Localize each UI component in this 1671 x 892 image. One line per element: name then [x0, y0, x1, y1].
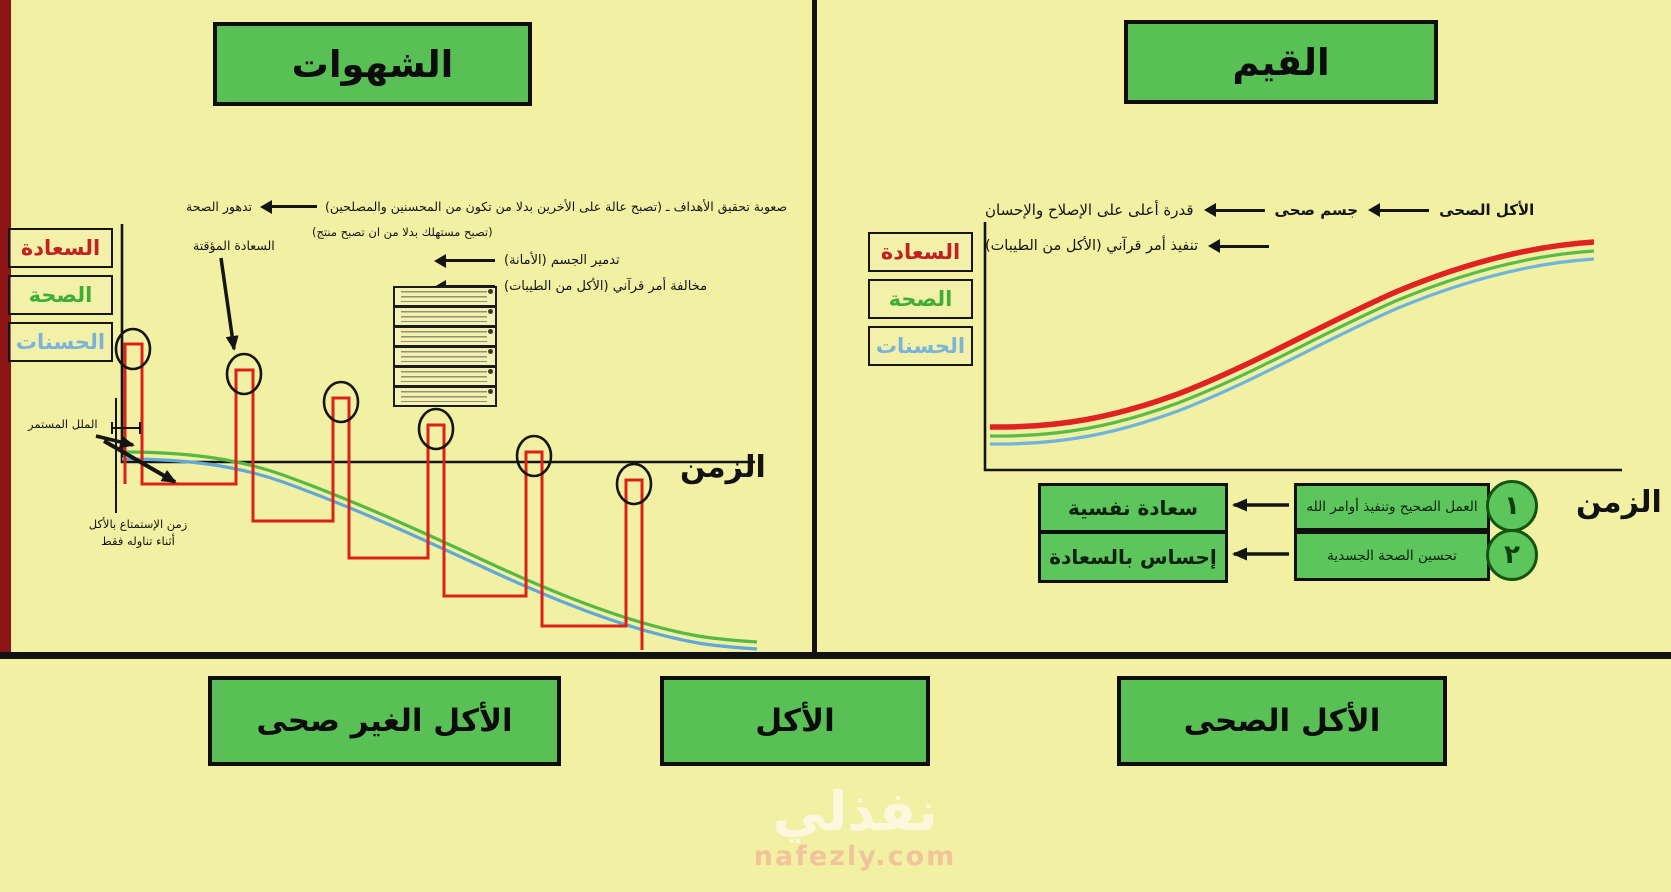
legend-happiness: السعادة	[868, 232, 973, 272]
flow-cause-1-label: العمل الصحيح وتنفيذ أوامر الله	[1306, 499, 1478, 515]
continuous-boredom-label: الملل المستمر	[28, 417, 98, 431]
boredom-arrow-2	[102, 439, 177, 484]
left-arrow-icon	[1208, 239, 1270, 253]
right-happiness-curve	[989, 239, 1595, 430]
left-happiness-spikes	[123, 342, 644, 650]
watermark-brand: نفذلي	[772, 780, 938, 843]
healthy-eating-box: الأكل الصحى	[1117, 676, 1447, 766]
left-arrow-icon	[1368, 203, 1430, 217]
chain-mid-label: جسم صحى	[1274, 201, 1359, 219]
right-axes	[983, 222, 1622, 472]
watermark: نفذلي nafezly.com	[700, 780, 1010, 873]
left-time-axis-label: الزمن	[680, 450, 766, 485]
flow-number-2-label: ٢	[1504, 540, 1520, 570]
enjoyment-time-label: زمن الإستمتاع بالأكل أثناء تناوله فقط	[68, 516, 208, 549]
quran-follow-label: تنفيذ أمر قرآني (الأكل من الطيبات)	[985, 238, 1199, 254]
flow-number-1: ١	[1486, 480, 1538, 532]
quran-verse-box	[393, 286, 497, 307]
legend-health-label: الصحة	[28, 283, 93, 307]
body-destruction-label: تدمير الجسم (الأمانة)	[504, 253, 620, 268]
left-panel-title: الشهوات	[213, 22, 532, 106]
flow-effect-2: إحساس بالسعادة	[1038, 531, 1228, 583]
eating-box: الأكل	[660, 676, 930, 766]
left-arrow-icon	[1203, 203, 1265, 217]
flow-arrows	[1232, 498, 1289, 561]
quran-verse-box	[393, 326, 497, 347]
legend-happiness-label: السعادة	[880, 240, 961, 264]
left-arrow-icon	[260, 199, 317, 214]
healthy-chain-row: قدرة أعلى على الإصلاح والإحسان جسم صحى ا…	[985, 201, 1534, 219]
right-health-curve	[989, 249, 1595, 438]
flow-effect-2-label: إحساس بالسعادة	[1049, 545, 1217, 569]
boredom-arrow-1	[95, 434, 135, 449]
quran-violation-label: مخالفة أمر قرآني (الأكل من الطيبات)	[504, 279, 708, 294]
legend-good-deeds-label: الحسنات	[875, 334, 966, 358]
flow-effect-1-label: سعادة نفسية	[1067, 496, 1199, 520]
flow-cause-2: تحسين الصحة الجسدية	[1294, 531, 1490, 581]
consumer-note-label: (تصبح مستهلك بدلا من ان تصبح منتج)	[312, 225, 493, 239]
health-decline-row: تدهور الصحة صعوبة تحقيق الأهداف ـ (تصبح …	[186, 199, 787, 214]
right-good-deeds-curve	[989, 257, 1595, 446]
legend-happiness-label: السعادة	[20, 236, 101, 260]
quran-verse-box	[393, 306, 497, 327]
left-legend: السعادة الصحة الحسنات	[8, 228, 113, 362]
chain-result-label: الأكل الصحى	[1439, 201, 1535, 219]
unhealthy-eating-box: الأكل الغير صحى	[208, 676, 561, 766]
legend-health: الصحة	[868, 279, 973, 319]
right-panel-title: القيم	[1124, 20, 1438, 104]
bottom-rule	[0, 652, 1671, 659]
temporary-happiness-arrow	[219, 257, 239, 351]
left-health-curve	[121, 450, 758, 644]
unhealthy-eating-label: الأكل الغير صحى	[256, 703, 513, 739]
legend-health-label: الصحة	[888, 287, 953, 311]
left-good-deeds-curve	[121, 457, 758, 651]
right-time-axis-label: الزمن	[1576, 485, 1662, 520]
flow-cause-2-label: تحسين الصحة الجسدية	[1327, 548, 1457, 564]
eating-label: الأكل	[755, 703, 835, 739]
health-decline-label: تدهور الصحة	[186, 199, 252, 214]
quran-verse-box	[393, 366, 497, 387]
boredom-bracket	[111, 398, 141, 513]
legend-good-deeds: الحسنات	[8, 322, 113, 362]
flow-number-2: ٢	[1486, 529, 1538, 581]
quran-follow-row: تنفيذ أمر قرآني (الأكل من الطيبات)	[985, 238, 1270, 254]
spike-circles	[114, 327, 653, 506]
left-arrow-icon	[434, 253, 495, 268]
left-edge-bar	[0, 0, 11, 654]
legend-health: الصحة	[8, 275, 113, 315]
legend-good-deeds-label: الحسنات	[15, 330, 106, 354]
flow-effect-1: سعادة نفسية	[1038, 483, 1228, 533]
quran-verse-box	[393, 386, 497, 407]
chain-cause-label: قدرة أعلى على الإصلاح والإحسان	[985, 201, 1194, 219]
quran-verse-box	[393, 346, 497, 367]
body-destruction-row: تدمير الجسم (الأمانة)	[434, 253, 620, 268]
panel-divider	[812, 0, 817, 654]
right-legend: السعادة الصحة الحسنات	[868, 232, 973, 366]
flow-cause-1: العمل الصحيح وتنفيذ أوامر الله	[1294, 483, 1490, 531]
flow-number-1-label: ١	[1504, 491, 1520, 521]
healthy-eating-label: الأكل الصحى	[1183, 703, 1381, 739]
goals-difficulty-label: صعوبة تحقيق الأهداف ـ (تصبح عالة على الأ…	[325, 199, 788, 214]
right-panel-title-label: القيم	[1232, 40, 1330, 84]
watermark-url: nafezly.com	[753, 841, 957, 873]
enjoyment-time-line2: أثناء تناوله فقط	[101, 533, 175, 548]
enjoyment-time-line1: زمن الإستمتاع بالأكل	[88, 517, 188, 531]
left-panel-title-label: الشهوات	[291, 42, 454, 86]
legend-good-deeds: الحسنات	[868, 326, 973, 366]
pointer-arrows-left	[95, 257, 239, 484]
temporary-happiness-label: السعادة المؤقتة	[193, 238, 275, 253]
legend-happiness: السعادة	[8, 228, 113, 268]
